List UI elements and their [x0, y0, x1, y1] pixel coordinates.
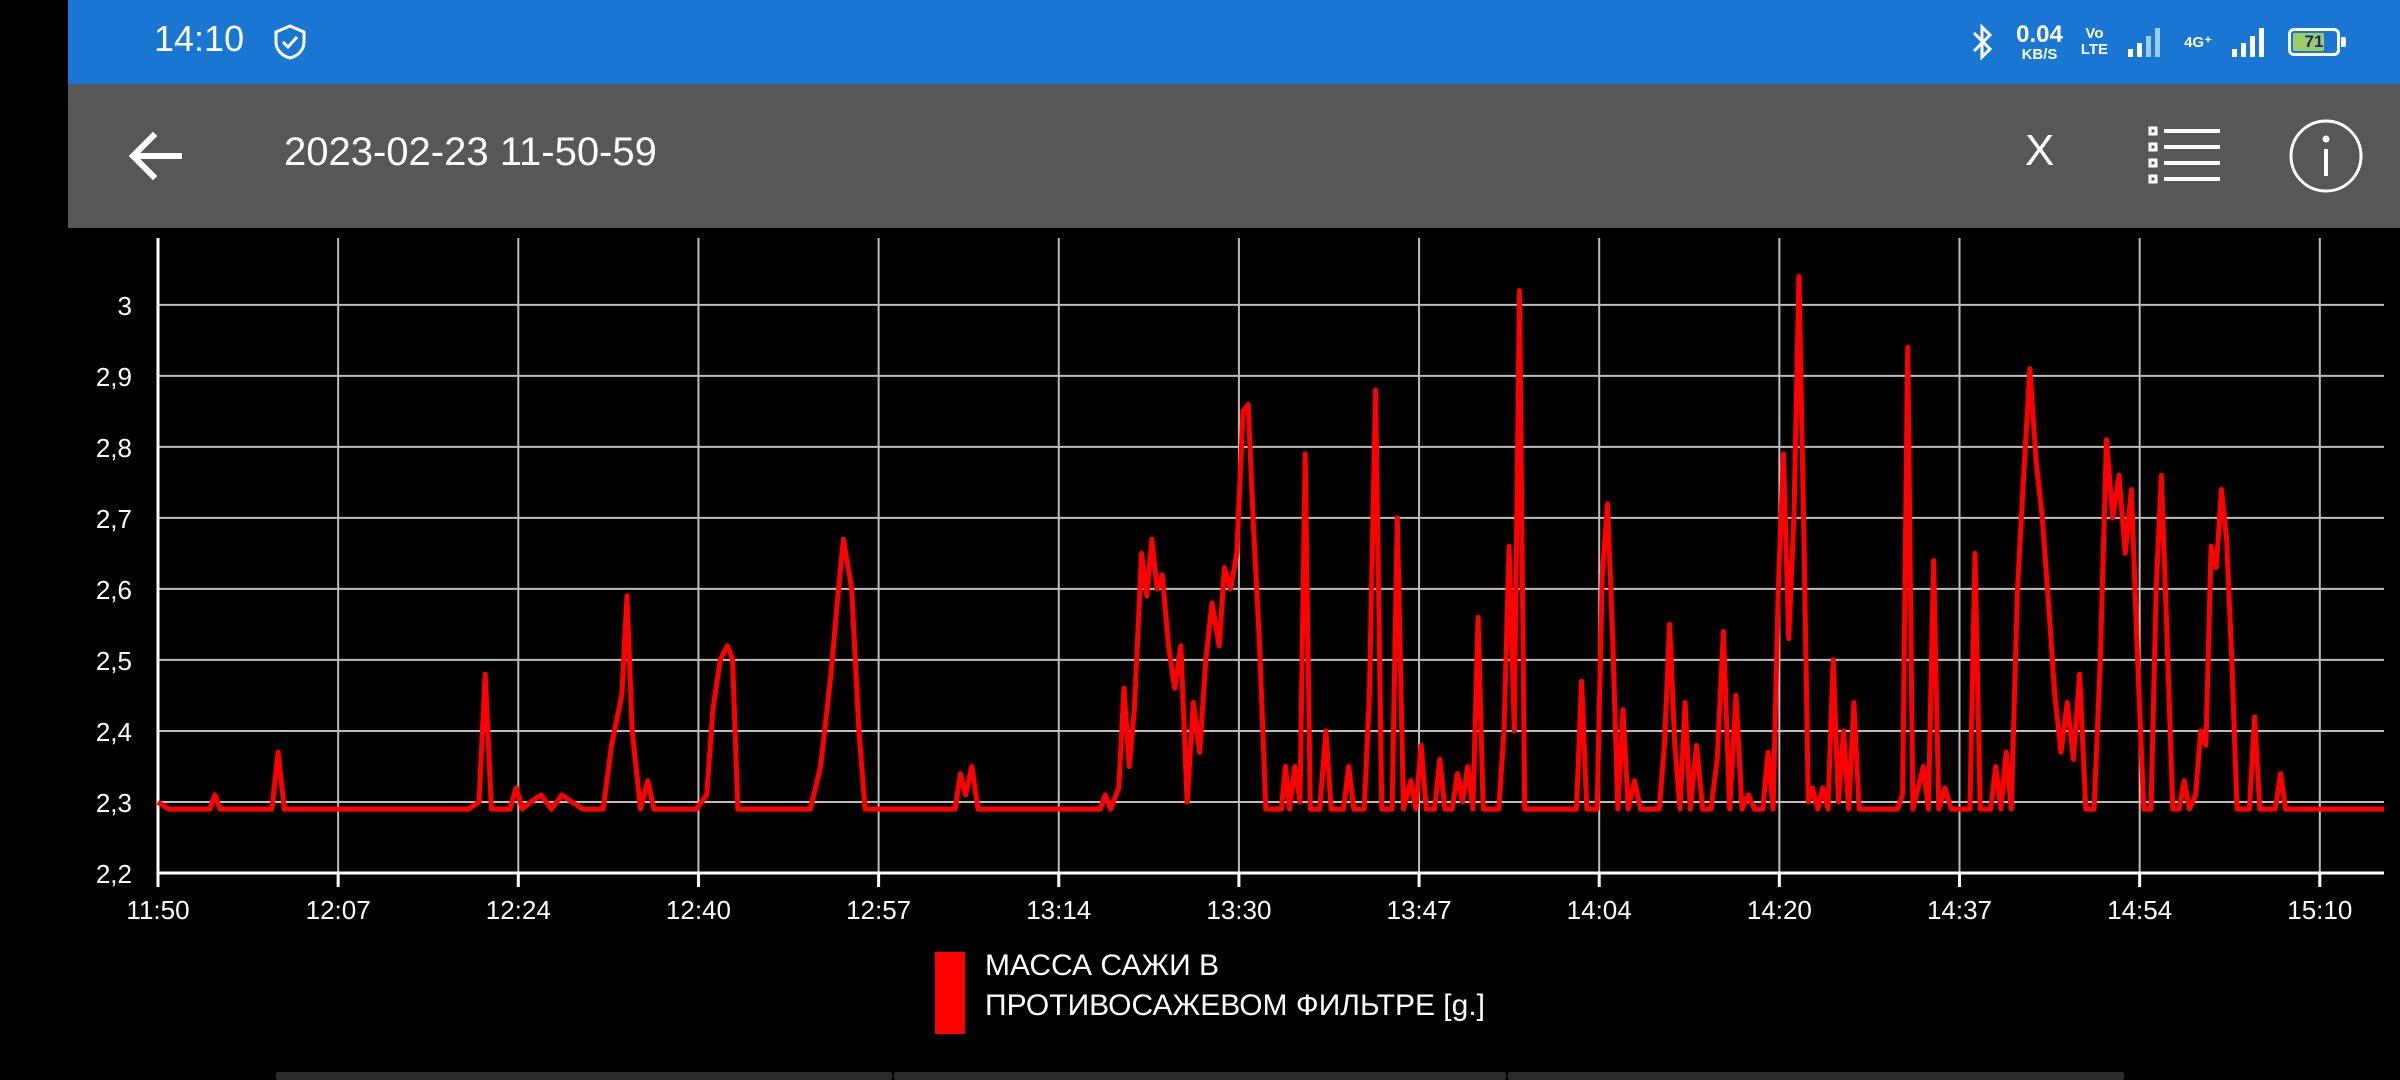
series-line — [156, 273, 2384, 812]
y-tick-label: 2,3 — [96, 788, 132, 818]
list-icon[interactable] — [2148, 124, 2222, 186]
volte-top: Vo — [2085, 25, 2104, 43]
chart-legend: МАССА САЖИ В ПРОТИВОСАЖЕВОМ ФИЛЬТРЕ [g.] — [935, 949, 1485, 1034]
x-tick-label: 15:10 — [2287, 895, 2352, 925]
x-tick-label: 12:57 — [846, 895, 911, 925]
legend-label: МАССА САЖИ В ПРОТИВОСАЖЕВОМ ФИЛЬТРЕ [g.] — [985, 946, 1485, 1034]
app-bar: 2023-02-23 11-50-59 X — [68, 84, 2400, 228]
network-speed-unit: KB/S — [2021, 45, 2058, 63]
legend-swatch — [935, 952, 965, 1034]
x-tick-label: 14:37 — [1927, 895, 1992, 925]
x-tick-label: 13:47 — [1387, 895, 1452, 925]
network-speed: 0.04 KB/S — [2016, 20, 2063, 63]
network-speed-value: 0.04 — [2016, 20, 2063, 48]
y-tick-label: 2,9 — [96, 362, 132, 392]
x-tick-label: 12:40 — [666, 895, 731, 925]
status-bar: 14:10 0.04 KB/S Vo LTE 4G⁺ 71 — [68, 0, 2400, 84]
scroll-indicator-3 — [1508, 1072, 2124, 1080]
x-tick-label: 14:20 — [1747, 895, 1812, 925]
legend-label-line2: ПРОТИВОСАЖЕВОМ ФИЛЬТРЕ [g.] — [985, 989, 1485, 1022]
y-tick-label: 3 — [118, 291, 132, 321]
scroll-indicator-1 — [276, 1072, 892, 1080]
info-icon[interactable] — [2288, 118, 2364, 194]
page-title: 2023-02-23 11-50-59 — [284, 130, 657, 174]
x-axis-button[interactable]: X — [2025, 126, 2055, 175]
y-tick-label: 2,5 — [96, 646, 132, 676]
battery-fill — [2293, 33, 2325, 51]
shield-check-icon — [274, 24, 306, 60]
soot-mass-chart: 2,2 2,3 2,4 2,5 2,6 2,7 2,8 2,9 3 11:50 12:07 12:24… — [96, 238, 2384, 925]
x-tick-label: 13:30 — [1206, 895, 1271, 925]
volte-bottom: LTE — [2080, 41, 2109, 58]
y-tick-label: 2,8 — [96, 433, 132, 463]
y-tick-label: 2,6 — [96, 575, 132, 605]
x-tick-label: 12:07 — [306, 895, 371, 925]
y-tick-label: 2,2 — [96, 859, 132, 889]
signal-icon — [2128, 28, 2161, 57]
battery-level: 71 — [2304, 32, 2324, 51]
x-tick-label: 12:24 — [486, 895, 551, 925]
arrow-left-icon[interactable] — [123, 124, 187, 188]
volte-indicator: Vo LTE — [2081, 26, 2108, 58]
x-tick-label: 11:50 — [126, 895, 189, 925]
status-indicators: 0.04 KB/S Vo LTE 4G⁺ 71 — [1968, 14, 2346, 70]
x-tick-label: 14:04 — [1567, 895, 1632, 925]
y-tick-label: 2,4 — [96, 717, 132, 747]
bluetooth-icon — [1973, 23, 1993, 61]
battery-icon: 71 — [2288, 28, 2346, 56]
y-tick-label: 2,7 — [96, 504, 132, 534]
scroll-indicator-2 — [894, 1072, 1506, 1080]
x-tick-label: 14:54 — [2107, 895, 2172, 925]
network-type: 4G⁺ — [2184, 34, 2212, 51]
x-tick-label: 13:14 — [1026, 895, 1091, 925]
signal-icon-sim2 — [2232, 28, 2264, 57]
legend-label-line1: МАССА САЖИ В — [985, 949, 1219, 982]
status-time: 14:10 — [154, 18, 245, 59]
